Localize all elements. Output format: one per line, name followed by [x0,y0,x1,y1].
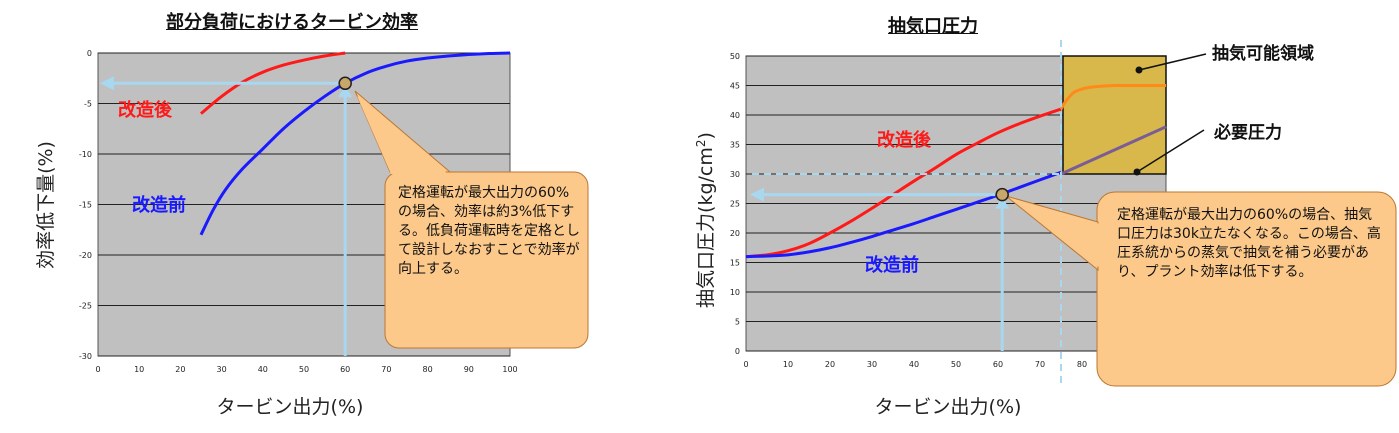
y-tick-label: 0 [87,49,92,58]
y-tick-label: -25 [79,302,92,311]
region-label-leader [1138,53,1207,71]
legend-after: 改造後 [877,129,932,151]
callout-box [384,171,589,349]
callout-text-left: 定格運転が最大出力の60%の場合、効率は約3%低下する。低負荷運転時を定格として… [398,185,580,277]
x-tick-labels: 0 10 20 30 40 50 60 70 80 90 100 [95,365,517,374]
series-line-after [200,51,346,115]
vertical-arrow-head [995,196,1010,209]
region-label: 抽気可能領域 [1212,43,1314,64]
horizontal-arrow-head [100,76,114,91]
y-tick-label: 10 [730,288,740,297]
x-tick-label: 30 [217,365,227,374]
x-tick-label: 60 [993,360,1003,369]
callout-pointer-fill [1010,198,1100,268]
extraction-region-box [1062,55,1167,175]
series-line-before [745,170,1062,259]
chart-left-title: 部分負荷におけるタービン効率 [166,12,418,33]
required-pressure-label: 必要圧力 [1213,122,1282,143]
required-label-dot [1133,168,1141,176]
y-tick-label: 15 [730,259,740,268]
x-tick-label: 50 [951,360,961,369]
x-tick-label: 0 [743,360,748,369]
x-tick-label: 20 [175,365,185,374]
x-tick-label: 30 [867,360,877,369]
data-marker [995,187,1009,202]
y-tick-label: -30 [79,352,92,361]
y-tick-label: -20 [79,251,92,260]
x-tick-label: 90 [464,365,474,374]
y-tick-label: 25 [730,200,740,209]
x-tick-label: 40 [258,365,268,374]
x-tick-label: 80 [1077,360,1087,369]
horizontal-arrow-head [750,187,764,202]
x-tick-label: 40 [909,360,919,369]
legend-before: 改造前 [132,194,186,216]
x-axis-title: タービン出力(%) [217,396,364,418]
x-tick-label: 70 [1035,360,1045,369]
y-axis-title: 抽気口圧力(kg/cm2) [694,132,717,308]
callout-text-right: 定格運転が最大出力の60%の場合、抽気口圧力は30k立たなくなる。この場合、高圧… [1117,207,1381,280]
x-tick-label: 100 [502,365,517,374]
x-tick-label: 70 [381,365,391,374]
y-tick-label: 50 [730,52,740,61]
y-tick-label: 20 [730,229,740,238]
legend-before: 改造前 [865,254,919,276]
callout-box [1096,191,1397,387]
data-marker [338,76,352,91]
y-tick-label: -5 [84,100,92,109]
y-tick-label: 5 [735,318,740,327]
y-tick-labels: 0 5 10 15 20 25 30 35 40 45 50 [730,52,740,356]
series-line-required [1060,125,1167,176]
x-tick-label: 10 [783,360,793,369]
required-label-leader [1136,129,1205,173]
x-tick-label: 60 [340,365,350,374]
x-tick-label: 0 [95,365,100,374]
y-tick-label: 45 [730,82,740,91]
chart-right: 0 10 20 30 40 50 60 70 80 0 5 10 15 20 25 30 35 40 45 50 改… [694,40,1397,418]
x-tick-label: 10 [134,365,144,374]
x-axis-title: タービン出力(%) [875,396,1022,418]
x-tick-labels: 0 10 20 30 40 50 60 70 80 [743,360,1087,369]
y-tick-label: -15 [79,201,92,210]
y-tick-label: 0 [735,347,740,356]
y-tick-labels: 0 -5 -10 -15 -20 -25 -30 [79,49,92,361]
x-tick-label: 20 [825,360,835,369]
y-tick-label: 30 [730,170,740,179]
chart-right-title: 抽気口圧力 [888,16,978,37]
series-line-after-region [1059,83,1166,110]
x-tick-label: 80 [423,365,433,374]
y-tick-label: -10 [79,150,92,159]
y-axis-title: 効率低下量(%) [35,141,57,269]
series-line-after [745,107,1062,259]
legend-after: 改造後 [118,99,173,121]
y-tick-label: 35 [730,141,740,150]
chart-left: 0 10 20 30 40 50 60 70 80 90 100 0 -5 -10 -15 -20 -25 -3… [35,49,589,418]
callout-pointer-fill [357,96,448,174]
y-tick-label: 40 [730,111,740,120]
region-label-dot [1135,66,1143,74]
x-tick-label: 50 [299,365,309,374]
vertical-arrow-head [338,85,353,98]
